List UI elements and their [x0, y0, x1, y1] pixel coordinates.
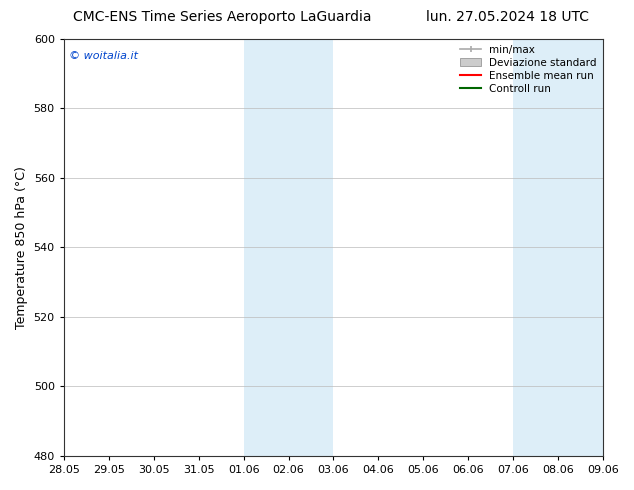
Text: CMC-ENS Time Series Aeroporto LaGuardia: CMC-ENS Time Series Aeroporto LaGuardia — [73, 10, 371, 24]
Y-axis label: Temperature 850 hPa (°C): Temperature 850 hPa (°C) — [15, 166, 28, 329]
Bar — [514, 39, 603, 456]
Text: © woitalia.it: © woitalia.it — [69, 51, 138, 61]
Bar — [243, 39, 333, 456]
Text: lun. 27.05.2024 18 UTC: lun. 27.05.2024 18 UTC — [425, 10, 589, 24]
Legend: min/max, Deviazione standard, Ensemble mean run, Controll run: min/max, Deviazione standard, Ensemble m… — [456, 41, 601, 98]
